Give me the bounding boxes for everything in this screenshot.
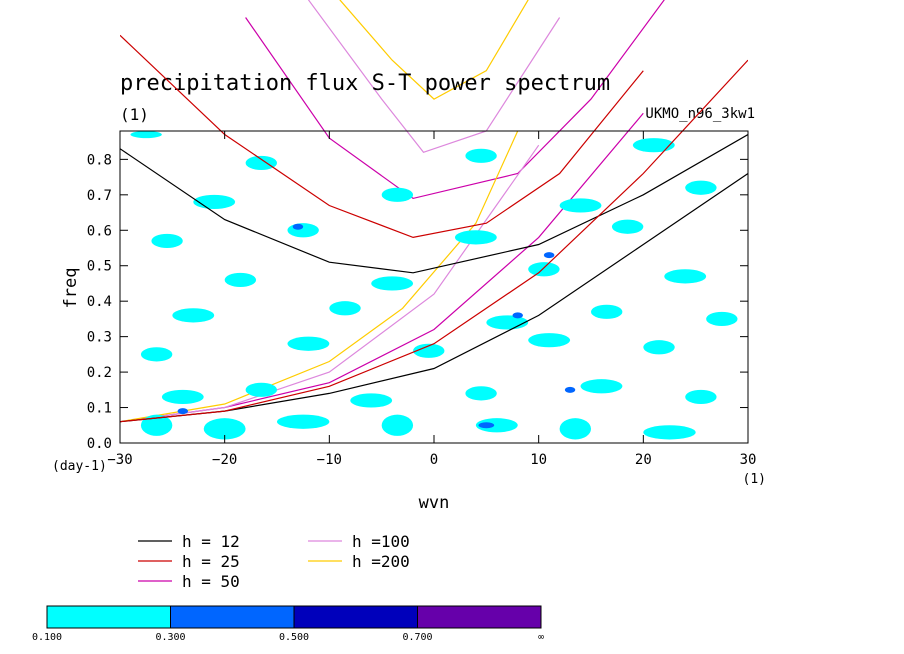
colorbar-label: 0.700 <box>402 632 432 643</box>
colorbar-label: 0.300 <box>155 632 185 643</box>
x-tick-label: 30 <box>740 452 757 468</box>
kelvin-curve <box>120 144 540 423</box>
contour-patch <box>528 262 560 277</box>
colorbar-label: ∞ <box>538 632 544 643</box>
dataset-label: UKMO_n96_3kw1 <box>645 106 755 122</box>
y-axis-label: freq <box>61 268 81 309</box>
colorbar-label: 0.500 <box>279 632 309 643</box>
kelvin-curve <box>120 59 748 423</box>
y-tick-label: 0.8 <box>87 152 112 168</box>
contour-patch <box>287 223 319 238</box>
x-tick-label: −20 <box>212 452 237 468</box>
x-tick-label: 0 <box>430 452 438 468</box>
kelvin-curve <box>120 173 748 423</box>
contour-patch <box>465 148 497 163</box>
contour-patch-high <box>543 252 555 259</box>
x-units: (1) <box>743 472 766 487</box>
x-axis-label: wvn <box>419 493 450 513</box>
contour-patch <box>151 233 183 248</box>
inertio-gravity-curve <box>307 0 561 154</box>
chart-title: precipitation flux S-T power spectrum <box>120 71 610 96</box>
inertio-gravity-curve <box>339 0 529 100</box>
y-tick-label: 0.4 <box>87 294 112 310</box>
contour-patch <box>591 304 623 319</box>
contour-patch <box>611 219 644 234</box>
kelvin-curve <box>120 112 644 423</box>
legend-label: h = 25 <box>182 552 240 571</box>
x-tick-label: 20 <box>635 452 652 468</box>
contour-patch <box>371 276 414 291</box>
y-units: (day-1) <box>52 459 107 474</box>
legend-label: h =100 <box>352 532 410 551</box>
y-tick-label: 0.3 <box>87 330 112 346</box>
legend-label: h = 50 <box>182 572 240 591</box>
y-tick-label: 0.0 <box>87 436 112 452</box>
contour-patch <box>224 272 257 287</box>
x-tick-label: 10 <box>530 452 547 468</box>
contour-patch <box>287 336 330 351</box>
colorbar-segment <box>170 605 295 629</box>
upper-overflow-curves <box>120 0 665 423</box>
y-tick-label: 0.2 <box>87 365 112 381</box>
kelvin-curve <box>120 130 519 423</box>
contour-patch <box>381 187 414 202</box>
inertio-gravity-curve <box>245 0 665 200</box>
plot-area: −30 −20 −10 0 10 20 30 0.0 0.1 0.2 0.3 0.4 0.5 0.6 0.7… <box>87 34 757 468</box>
colorbar-segment <box>293 605 418 629</box>
contour-patch-high <box>478 422 495 429</box>
contour-patch-high <box>512 312 523 319</box>
colorbar-segment <box>417 605 542 629</box>
contour-patch-high <box>564 386 576 393</box>
contour-patch <box>643 340 675 355</box>
x-tick-label: −10 <box>317 452 342 468</box>
contour-patch <box>381 414 414 436</box>
contour-patch <box>454 230 497 245</box>
colorbar-segment <box>46 605 171 629</box>
contour-patch <box>130 131 162 139</box>
plot-frame <box>119 130 749 444</box>
contour-patch <box>161 389 204 404</box>
contour-patch <box>277 414 330 429</box>
colorbar-label: 0.100 <box>32 632 62 643</box>
y-tick-label: 0.6 <box>87 223 112 239</box>
x-tick-label: −30 <box>107 452 132 468</box>
contour-patch <box>643 425 696 440</box>
contour-patch <box>685 180 717 195</box>
contour-patch <box>140 414 173 436</box>
contour-patch <box>329 301 361 316</box>
y-tick-label: 0.7 <box>87 188 112 204</box>
colorbar: 0.100 0.300 0.500 0.700 ∞ <box>32 605 544 643</box>
contour-patch <box>172 308 215 323</box>
contour-patch <box>706 311 738 326</box>
axis-ticks: −30 −20 −10 0 10 20 30 0.0 0.1 0.2 0.3 0.4 0.5 0.6 0.7… <box>87 131 757 468</box>
contour-patch <box>350 393 393 408</box>
contour-patch <box>528 333 571 348</box>
contour-patch-high <box>292 223 304 230</box>
contour-patch <box>486 315 529 330</box>
contour-patch <box>580 379 623 394</box>
y-tick-label: 0.1 <box>87 401 112 417</box>
contour-patch <box>559 418 591 440</box>
contour-patch <box>664 269 707 284</box>
contour-patch <box>413 343 445 358</box>
contour-patch <box>559 198 602 213</box>
contour-fills <box>130 131 738 440</box>
title-units: (1) <box>120 105 149 124</box>
contour-patch <box>245 155 277 170</box>
contour-patch <box>140 347 173 362</box>
contour-patch <box>245 382 277 397</box>
contour-patch <box>203 418 246 440</box>
y-tick-label: 0.5 <box>87 259 112 275</box>
contour-patch <box>632 138 675 153</box>
inertio-gravity-curve <box>120 133 748 274</box>
contour-patch <box>475 418 518 433</box>
contour-patch-high <box>177 408 189 415</box>
contour-patch <box>685 389 717 404</box>
legend-label: h =200 <box>352 552 410 571</box>
contour-patch <box>465 386 497 401</box>
legend-label: h = 12 <box>182 532 240 551</box>
